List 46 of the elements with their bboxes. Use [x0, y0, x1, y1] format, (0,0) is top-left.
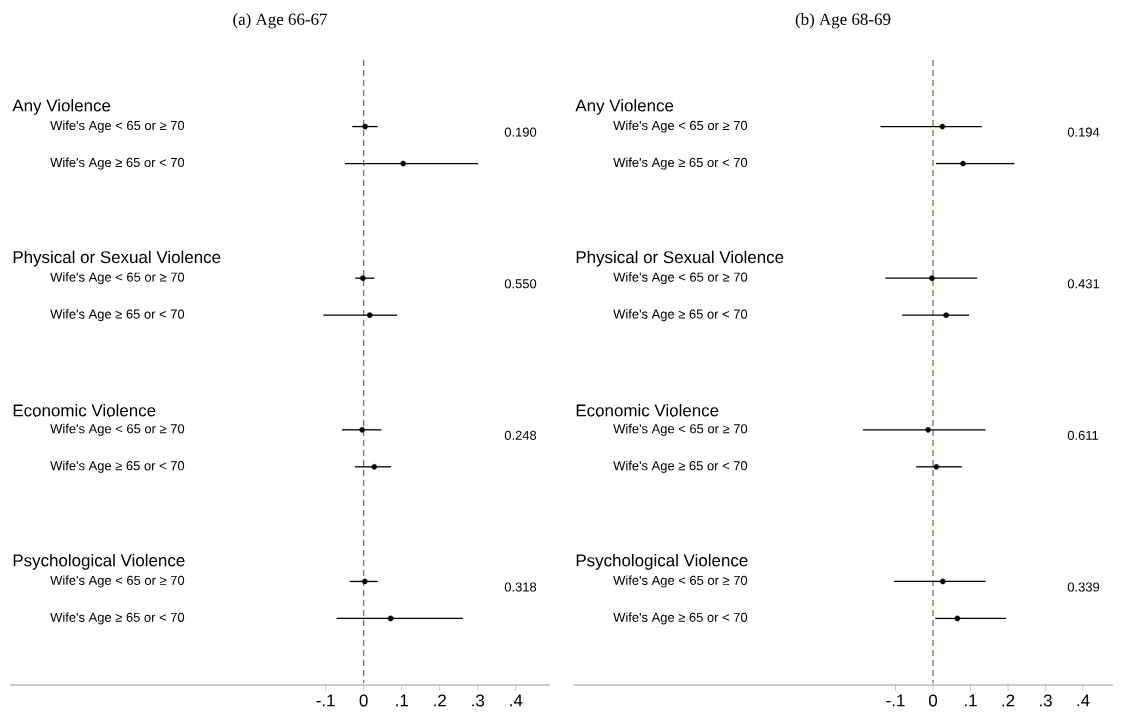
y-tick-label: Wife's Age ≥ 65 or < 70 — [613, 157, 748, 170]
chart-title: (b) Age 68-69 — [795, 13, 891, 29]
annotation: 0.550 — [504, 279, 537, 289]
x-tick-label: 0 — [359, 694, 368, 707]
annotation: 0.248 — [504, 430, 537, 440]
y-tick-label: Wife's Age < 65 or ≥ 70 — [613, 120, 748, 133]
x-tick-label: .4 — [510, 694, 523, 707]
annotation: Psychological Violence — [576, 553, 748, 570]
x-tick-label: .2 — [1002, 694, 1015, 707]
x-tick-label: .3 — [1039, 694, 1052, 707]
chart-title: (a) Age 66-67 — [233, 13, 328, 29]
y-tick-label: Wife's Age < 65 or ≥ 70 — [613, 575, 748, 588]
annotation: Psychological Violence — [13, 553, 185, 570]
y-tick-label: Wife's Age < 65 or ≥ 70 — [50, 272, 185, 285]
y-tick-label: Wife's Age < 65 or ≥ 70 — [50, 575, 185, 588]
x-tick-label: 0 — [928, 694, 938, 707]
y-tick-label: Wife's Age < 65 or ≥ 70 — [50, 120, 185, 133]
annotation: Economic Violence — [13, 404, 156, 417]
y-tick-label: Wife's Age ≥ 65 or < 70 — [613, 460, 748, 473]
y-tick-label: Wife's Age ≥ 65 or < 70 — [50, 157, 185, 170]
y-tick-label: Wife's Age < 65 or ≥ 70 — [613, 423, 748, 436]
annotation: 0.339 — [1067, 582, 1100, 592]
x-tick-label: -.1 — [316, 694, 335, 707]
annotation: Economic Violence — [576, 404, 719, 417]
y-tick-label: Wife's Age ≥ 65 or < 70 — [50, 612, 185, 625]
annotation: 0.611 — [1067, 430, 1099, 440]
annotation: 0.194 — [1067, 127, 1100, 137]
annotation: Any Violence — [575, 99, 674, 115]
x-tick-label: -.1 — [886, 694, 905, 707]
y-tick-label: Wife's Age ≥ 65 or < 70 — [613, 309, 748, 322]
annotation: Physical or Sexual Violence — [13, 250, 221, 267]
y-tick-label: Wife's Age ≥ 65 or < 70 — [613, 612, 748, 625]
x-tick-label: .3 — [472, 694, 485, 707]
annotation: 0.190 — [504, 127, 537, 137]
x-tick-label: .1 — [396, 694, 408, 707]
x-tick-label: .2 — [434, 694, 446, 707]
x-tick-label: .1 — [964, 694, 977, 707]
y-tick-label: Wife's Age ≥ 65 or < 70 — [50, 309, 185, 322]
y-tick-label: Wife's Age < 65 or ≥ 70 — [50, 423, 185, 436]
annotation: 0.318 — [504, 582, 537, 592]
annotation: Any Violence — [12, 99, 111, 115]
y-tick-label: Wife's Age < 65 or ≥ 70 — [613, 272, 748, 285]
annotation: 0.431 — [1067, 279, 1100, 289]
annotation: Physical or Sexual Violence — [576, 250, 784, 267]
x-tick-label: .4 — [1077, 694, 1090, 707]
y-tick-label: Wife's Age ≥ 65 or < 70 — [50, 460, 185, 473]
